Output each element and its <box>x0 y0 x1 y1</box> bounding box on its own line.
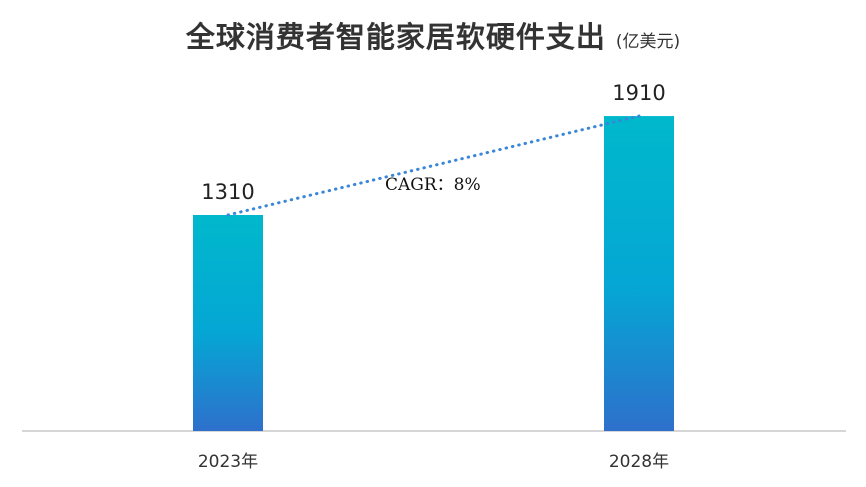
data-label-0: 1310 <box>201 180 254 204</box>
bar-0 <box>193 214 263 431</box>
cagr-trend-line <box>226 114 641 217</box>
data-label-1: 1910 <box>612 81 665 105</box>
chart-title-block: 全球消费者智能家居软硬件支出 (亿美元) <box>0 14 866 56</box>
x-tick-label-1: 2028年 <box>609 452 669 472</box>
chart-unit: (亿美元) <box>615 32 681 52</box>
x-tick-label-0: 2023年 <box>198 452 258 472</box>
cagr-annotation: CAGR：8% <box>385 175 481 195</box>
chart-title: 全球消费者智能家居软硬件支出 <box>185 20 606 54</box>
bar-1 <box>604 116 674 431</box>
